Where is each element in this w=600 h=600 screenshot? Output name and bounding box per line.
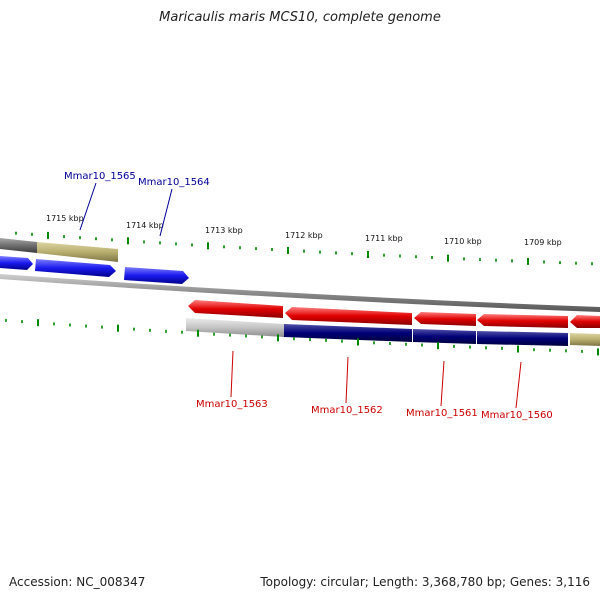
feature-band-dark (0, 238, 37, 253)
gene-label-forward[interactable]: Mmar10_1564 (138, 177, 210, 188)
gene-callout-line (230, 350, 234, 398)
cds-reverse-arrow (570, 315, 600, 328)
gene-label-reverse[interactable]: Mmar10_1562 (311, 405, 383, 416)
scale-ticks-upper (15, 231, 593, 266)
scale-ticks-lower (5, 318, 599, 356)
genome-summary-text: Topology: circular; Length: 3,368,780 bp… (260, 575, 590, 589)
feature-band-light (186, 318, 284, 337)
cds-reverse-arrow (414, 312, 476, 326)
gene-callout-line (345, 356, 349, 404)
gene-callout-line (440, 360, 445, 407)
scale-label: 1714 kbp (126, 221, 164, 230)
scale-label: 1712 kbp (285, 231, 323, 240)
scale-label: 1711 kbp (365, 234, 403, 243)
gene-label-reverse[interactable]: Mmar10_1563 (196, 399, 268, 410)
scale-label: 1715 kbp (46, 214, 84, 223)
accession-text: Accession: NC_008347 (9, 575, 146, 589)
feature-band-navy (284, 324, 412, 342)
cds-forward-arrow (124, 267, 189, 284)
gene-callout-line (79, 182, 97, 231)
feature-band-navy (477, 331, 568, 346)
feature-band-olive (37, 242, 118, 262)
gene-callout-line (159, 188, 173, 237)
gene-label-forward[interactable]: Mmar10_1565 (64, 171, 136, 182)
cds-forward-arrow (0, 256, 33, 270)
feature-band-navy (413, 329, 476, 344)
cds-forward-arrow (35, 259, 116, 277)
scale-label: 1709 kbp (524, 238, 562, 247)
map-title: Maricaulis maris MCS10, complete genome (159, 10, 441, 25)
genome-backbone (0, 274, 600, 312)
scale-label: 1713 kbp (205, 226, 243, 235)
scale-label: 1710 kbp (444, 237, 482, 246)
gene-label-reverse[interactable]: Mmar10_1561 (406, 408, 478, 419)
cds-reverse-arrow (285, 307, 412, 325)
cds-reverse-arrow (477, 314, 568, 328)
gene-label-reverse[interactable]: Mmar10_1560 (481, 410, 553, 421)
cds-reverse-arrow (188, 300, 283, 318)
feature-band-olive (570, 333, 600, 346)
gene-callout-line (515, 361, 522, 409)
